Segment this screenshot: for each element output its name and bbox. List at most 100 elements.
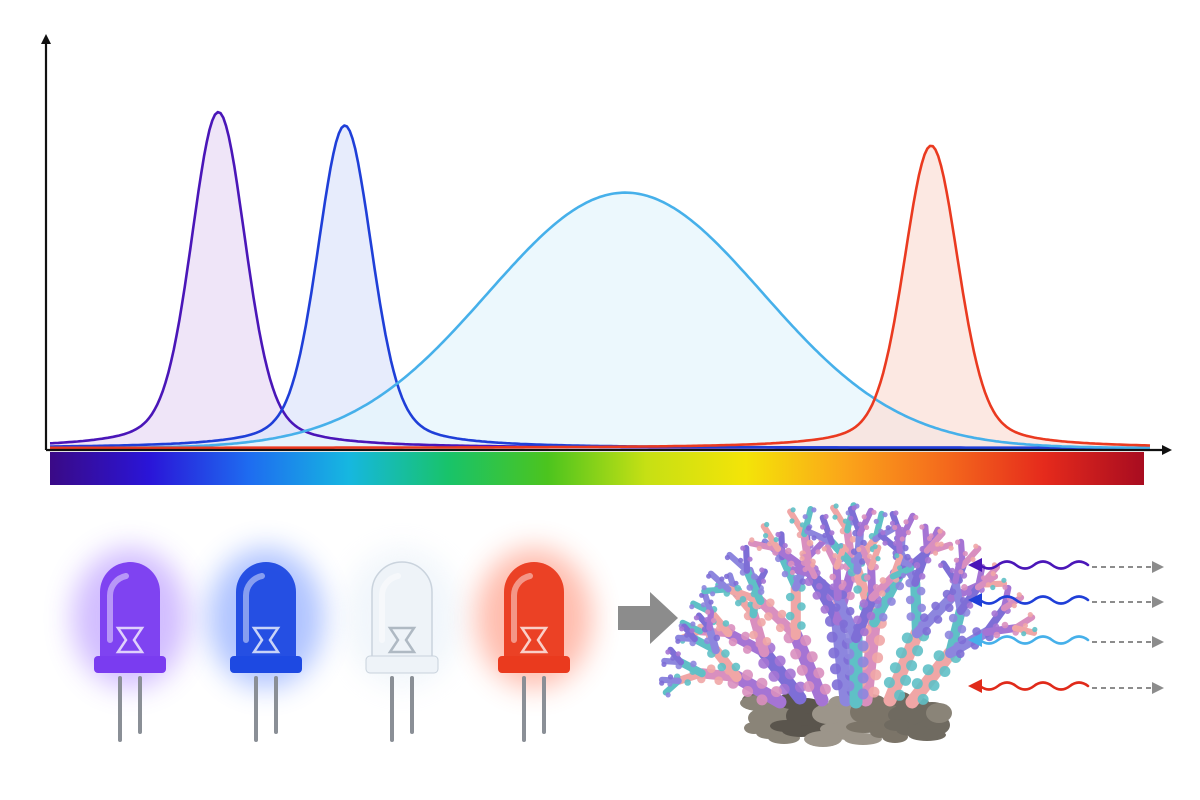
coral-polyp [797, 621, 806, 630]
coral-polyp [810, 562, 816, 568]
coral-polyp [756, 694, 768, 706]
coral-polyp [853, 585, 862, 594]
coral-polyp [938, 562, 944, 569]
coral-polyp [797, 602, 806, 611]
coral-polyp [911, 678, 923, 690]
coral-polyp [705, 609, 711, 615]
coral-polyp [733, 580, 739, 586]
coral-polyp [1002, 584, 1008, 590]
coral-polyp [872, 652, 884, 664]
coral-polyp [895, 581, 905, 591]
coral-polyp [717, 662, 727, 672]
violet-reflection [968, 558, 1164, 573]
coral-polyp [684, 679, 691, 686]
coral-branch [910, 577, 923, 639]
coral-polyp [949, 567, 955, 574]
coral-polyp [756, 677, 768, 689]
coral-polyp [751, 573, 758, 580]
reflected-wave [978, 560, 1090, 570]
coral-polyp [887, 597, 896, 606]
coral-polyp [785, 547, 792, 555]
coral-polyp [689, 628, 695, 634]
coral-polyp [838, 583, 846, 591]
coral-branch [923, 530, 946, 554]
coral-polyp [739, 596, 747, 603]
coral-branch [658, 676, 682, 685]
cyan-reflection [968, 633, 1164, 648]
coral-polyp [749, 537, 755, 543]
coral-polyp [789, 518, 795, 524]
coral-polyp [1001, 577, 1007, 583]
coral-polyp [831, 679, 843, 691]
color-bar [50, 452, 1144, 485]
coral-branch [974, 573, 999, 591]
coral-polyp [857, 640, 869, 652]
coral-polyp [740, 545, 746, 551]
coral-branch [945, 605, 966, 659]
coral-polyp [857, 688, 869, 700]
led-flange [94, 656, 166, 673]
coral-polyp [774, 655, 786, 667]
coral-polyp [889, 662, 901, 674]
coral-polyp [757, 588, 765, 595]
coral-polyp [756, 545, 762, 552]
coral-polyp [659, 680, 665, 686]
coral-polyp [905, 595, 915, 605]
coral-polyp [953, 557, 960, 563]
led-highlight [107, 573, 129, 643]
coral-branch [748, 609, 770, 658]
coral-polyp [667, 674, 674, 680]
coral-polyp [829, 573, 836, 581]
coral-polyp [724, 554, 731, 561]
coral-polyp [775, 623, 785, 633]
coral-polyp [742, 686, 754, 697]
led-body [371, 561, 433, 661]
coral-branch [868, 572, 897, 602]
coral-polyp [922, 664, 934, 676]
coral-polyp [894, 689, 906, 701]
coral-polyp [860, 539, 867, 547]
coral-polyp [939, 666, 951, 677]
coral-polyp [833, 503, 839, 509]
coral-polyp [690, 660, 697, 668]
coral-polyp [843, 664, 855, 676]
coral-polyp [926, 535, 933, 542]
coral-polyp [787, 560, 795, 568]
coral-polyp [731, 662, 741, 672]
coral-polyp [768, 670, 780, 682]
coral-polyp [905, 529, 912, 536]
coral-branch [787, 508, 808, 538]
coral-polyp [864, 524, 870, 531]
red-reflection [968, 679, 1164, 694]
coral-polyp [948, 545, 954, 551]
coral-polyp [934, 541, 940, 547]
coral-branch [681, 623, 698, 643]
coral-rock [926, 703, 952, 723]
coral-polyp [785, 611, 795, 621]
coral-polyp [985, 582, 991, 588]
coral-branch [1000, 594, 1025, 612]
coral-polyp [919, 524, 925, 530]
transmitted-arrowhead [1152, 561, 1164, 573]
coral-polyp [892, 524, 898, 531]
coral-polyp [799, 555, 805, 562]
coral-polyp [917, 693, 929, 705]
cool-white-emission-curve [50, 191, 1150, 450]
coral-branch [982, 624, 1020, 637]
flow-arrow-shape [618, 592, 678, 644]
coral-polyp [764, 521, 770, 528]
coral-polyp [956, 649, 965, 659]
coral-polyp [764, 612, 773, 621]
coral-polyp [763, 533, 769, 539]
coral-polyp [882, 512, 888, 518]
coral-polyp [853, 615, 862, 625]
coral-branch [730, 670, 787, 709]
coral-illustration [658, 502, 1038, 747]
coral-rock [804, 731, 842, 747]
led-body [236, 562, 296, 660]
coral-polyp [993, 631, 1001, 639]
coral-polyp [706, 573, 712, 579]
coral-polyp [924, 556, 932, 564]
coral-polyp [874, 634, 885, 646]
coral-polyp [903, 519, 909, 525]
